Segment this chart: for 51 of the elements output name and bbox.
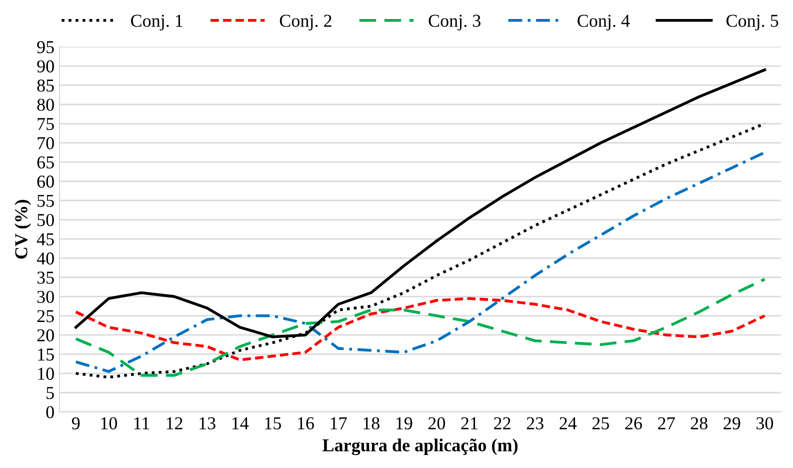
legend-label: Conj. 1 [131, 14, 182, 31]
y-tick-label: 75 [38, 118, 54, 130]
x-tick-label: 26 [625, 417, 642, 430]
y-tick-label: 90 [37, 60, 54, 72]
x-tick-label: 9 [72, 417, 80, 430]
y-tick-label: 15 [38, 348, 54, 361]
line-series [74, 278, 766, 377]
legend-label: Conj. 3 [428, 14, 480, 31]
x-tick-label: 25 [592, 417, 610, 430]
x-tick-label: 27 [658, 417, 675, 430]
y-tick-label: 40 [36, 252, 54, 265]
x-tick-label: 30 [756, 417, 774, 430]
x-tick-label: 16 [298, 417, 314, 430]
y-tick-label: 5 [46, 387, 54, 400]
y-tick-label: 35 [37, 272, 54, 284]
x-tick-label: 23 [526, 417, 544, 430]
y-tick-label: 55 [38, 194, 54, 207]
x-tick-label: 22 [494, 417, 510, 430]
y-tick-label: 0 [46, 406, 54, 418]
y-tick-label: 10 [38, 368, 54, 380]
x-tick-label: 29 [724, 417, 740, 430]
x-tick-label: 17 [330, 417, 347, 430]
line-series [74, 297, 766, 362]
x-tick-label: 24 [560, 417, 577, 430]
y-axis-title: CV (%) [14, 200, 32, 259]
y-tick-label: 50 [38, 214, 54, 226]
y-tick-label: 65 [37, 156, 54, 169]
legend-label: Conj. 2 [280, 14, 332, 31]
y-tick-label: 70 [38, 137, 54, 150]
legend-label: Conj. 5 [726, 14, 778, 31]
x-tick-label: 28 [690, 417, 708, 430]
y-tick-label: 85 [37, 79, 54, 92]
x-axis-title: Largura de aplicação (m) [322, 438, 518, 456]
y-tick-label: 25 [37, 310, 54, 322]
y-tick-label: 60 [37, 176, 54, 188]
x-tick-label: 21 [461, 417, 478, 430]
y-tick-label: 20 [37, 329, 54, 342]
x-tick-label: 14 [232, 417, 249, 430]
y-tick-label: 45 [36, 233, 54, 246]
x-tick-label: 13 [200, 417, 216, 430]
y-tick-label: 95 [37, 41, 54, 54]
x-tick-label: 20 [428, 417, 446, 430]
y-tick-label: 30 [37, 290, 54, 304]
x-tick-label: 12 [166, 417, 182, 430]
x-tick-label: 15 [265, 417, 282, 430]
legend-label: Conj. 4 [578, 14, 630, 31]
x-tick-label: 18 [364, 417, 380, 430]
x-tick-label: 10 [101, 417, 118, 430]
x-tick-label: 19 [396, 417, 412, 430]
y-tick-label: 80 [37, 98, 54, 111]
x-tick-label: 11 [134, 417, 150, 430]
